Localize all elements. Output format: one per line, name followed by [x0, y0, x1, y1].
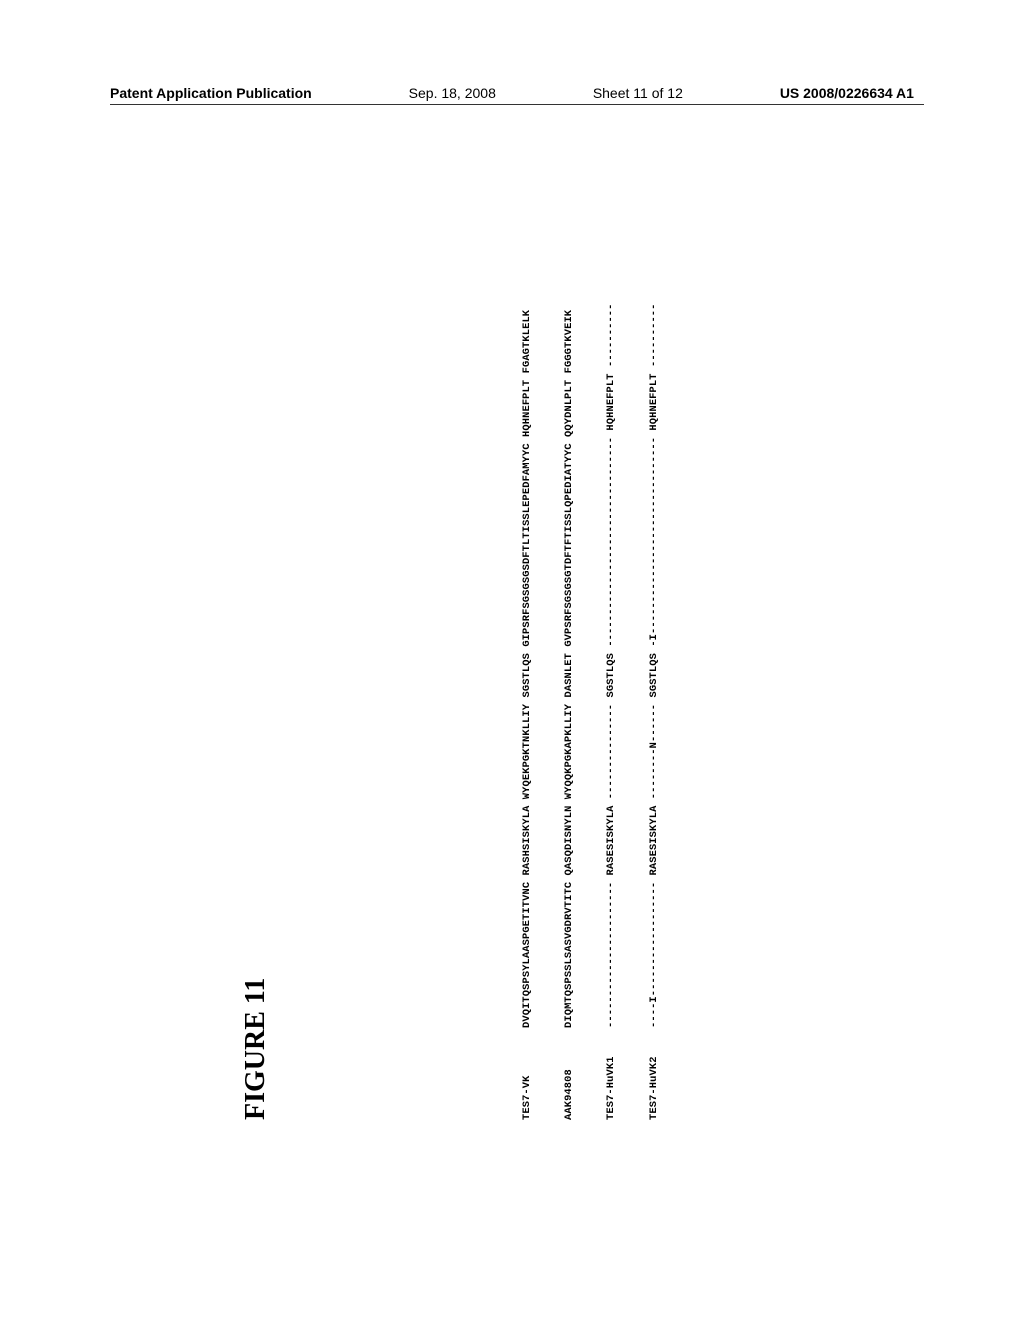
page-header: Patent Application Publication Sep. 18, …	[0, 85, 1024, 101]
alignment-row: AAK94808 DIQMTQSPSSLSASVGDRVTITC QASQDIS…	[562, 220, 576, 1120]
sequence: DVQITQSPSYLAASPGETITVNC RASHSISKYLA WYQE…	[520, 310, 534, 1028]
figure-title: FIGURE 11	[240, 220, 272, 1120]
sequence-label: TES7-HuVK2	[647, 1028, 661, 1120]
publication-label: Patent Application Publication	[110, 85, 312, 101]
publication-date: Sep. 18, 2008	[409, 85, 496, 101]
alignment-row: TES7-HuVK2 ----I------------------ RASES…	[647, 220, 661, 1120]
sequence-label: TES7-HuVK1	[604, 1028, 618, 1120]
sequence-label: TES7-VK	[520, 1028, 534, 1120]
rotated-figure-container: FIGURE 11 TES7-VK DVQITQSPSYLAASPGETITVN…	[100, 220, 920, 1200]
sheet-number: Sheet 11 of 12	[593, 85, 683, 101]
landscape-content: FIGURE 11 TES7-VK DVQITQSPSYLAASPGETITVN…	[100, 220, 920, 1200]
sequence: DIQMTQSPSSLSASVGDRVTITC QASQDISNYLN WYQQ…	[562, 310, 576, 1028]
sequence: ----------------------- RASESISKYLA ----…	[604, 303, 618, 1028]
header-rule	[110, 104, 924, 105]
alignment-row: TES7-VK DVQITQSPSYLAASPGETITVNC RASHSISK…	[520, 220, 534, 1120]
publication-number: US 2008/0226634 A1	[780, 85, 914, 101]
sequence-label: AAK94808	[562, 1028, 576, 1120]
sequence-alignment: TES7-VK DVQITQSPSYLAASPGETITVNC RASHSISK…	[492, 220, 689, 1120]
sequence: ----I------------------ RASESISKYLA ----…	[647, 303, 661, 1028]
alignment-row: TES7-HuVK1 ----------------------- RASES…	[604, 220, 618, 1120]
